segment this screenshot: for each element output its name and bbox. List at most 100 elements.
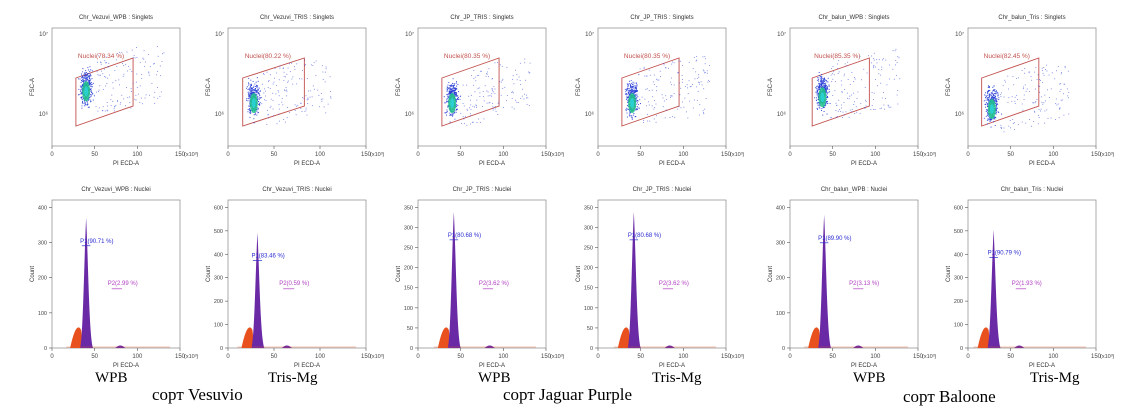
x-tick-label: 100	[498, 354, 509, 360]
data-point	[820, 74, 823, 76]
data-point	[307, 98, 309, 100]
data-point	[988, 97, 990, 99]
data-point	[822, 84, 824, 86]
data-point	[639, 99, 641, 101]
data-point	[993, 89, 995, 91]
data-point	[879, 108, 881, 110]
data-point	[677, 72, 679, 74]
data-point	[475, 105, 477, 107]
data-point	[454, 93, 456, 95]
data-point	[99, 85, 101, 87]
y-tick-label: 600	[954, 205, 963, 211]
data-point	[679, 94, 681, 96]
data-point	[851, 94, 853, 96]
y-tick-label: 500	[214, 229, 223, 235]
y-axis-label: Count	[576, 266, 582, 282]
data-point	[449, 89, 451, 91]
data-point	[122, 75, 124, 77]
data-point	[820, 79, 822, 81]
data-point	[1026, 88, 1028, 90]
x-tick-label: 150	[175, 152, 186, 158]
data-point	[1036, 78, 1038, 80]
data-point	[134, 57, 136, 59]
data-point	[454, 94, 456, 96]
data-point	[251, 87, 253, 89]
data-point	[296, 63, 298, 65]
x-axis-label: PI ECD-A	[479, 161, 505, 167]
data-point	[446, 109, 448, 111]
data-point	[247, 93, 249, 95]
data-point	[817, 103, 819, 105]
data-point	[872, 99, 874, 101]
data-point	[148, 71, 150, 73]
data-point	[637, 107, 639, 109]
data-point	[864, 86, 866, 88]
data-point	[117, 101, 119, 103]
y-tick-label: 0	[220, 346, 223, 352]
x-unit-label: (x10³)	[550, 152, 565, 158]
data-point	[97, 90, 99, 92]
nuclei-gate	[75, 57, 134, 127]
data-point	[1016, 95, 1018, 97]
data-point	[90, 95, 92, 98]
data-point	[86, 73, 89, 75]
data-point	[252, 88, 254, 90]
data-point	[294, 110, 296, 112]
y-tick-label: 150	[404, 286, 413, 292]
data-point	[259, 102, 261, 104]
data-point	[480, 70, 482, 72]
data-point	[1046, 109, 1048, 111]
data-point	[896, 62, 898, 64]
data-point	[636, 89, 638, 92]
data-point	[831, 73, 833, 75]
data-point	[1023, 86, 1025, 88]
data-point	[89, 73, 92, 75]
data-point	[249, 110, 251, 112]
data-point	[257, 108, 259, 110]
data-point	[81, 77, 83, 79]
x-tick-label: 0	[226, 152, 230, 158]
data-point	[143, 58, 145, 60]
data-point	[499, 64, 501, 66]
p1-label: P1(90.79 %)	[988, 251, 1021, 257]
data-point	[670, 95, 672, 97]
data-point	[821, 107, 823, 110]
data-point	[140, 97, 142, 99]
data-point	[82, 77, 84, 79]
data-point	[636, 108, 638, 110]
data-point	[157, 55, 159, 57]
data-point	[257, 80, 259, 82]
data-point	[92, 82, 94, 84]
data-point	[836, 115, 838, 117]
data-point	[689, 100, 691, 102]
data-point	[274, 67, 276, 69]
x-axis-label: PI ECD-A	[1029, 363, 1055, 369]
data-point	[137, 93, 139, 95]
data-point	[517, 102, 519, 104]
data-point	[1057, 65, 1059, 67]
data-point	[836, 104, 838, 106]
data-point	[310, 64, 312, 66]
data-point	[826, 113, 828, 115]
data-point	[1048, 74, 1050, 76]
data-point	[822, 80, 825, 82]
data-point	[990, 94, 992, 96]
y-tick-label: 10⁷	[777, 31, 786, 38]
y-tick-label: 300	[404, 225, 413, 231]
data-point	[451, 113, 453, 115]
g1-peak	[627, 211, 641, 348]
data-point	[816, 107, 818, 110]
data-point	[452, 85, 454, 88]
data-point	[456, 108, 459, 110]
data-point	[455, 105, 458, 107]
data-point	[249, 89, 251, 91]
data-point	[84, 80, 86, 82]
data-point	[873, 57, 875, 59]
y-tick-label: 0	[782, 346, 785, 352]
data-point	[666, 98, 668, 100]
data-point	[154, 91, 156, 93]
data-point	[453, 90, 455, 92]
data-point	[983, 100, 985, 102]
data-point	[626, 116, 629, 118]
data-point	[628, 93, 630, 95]
